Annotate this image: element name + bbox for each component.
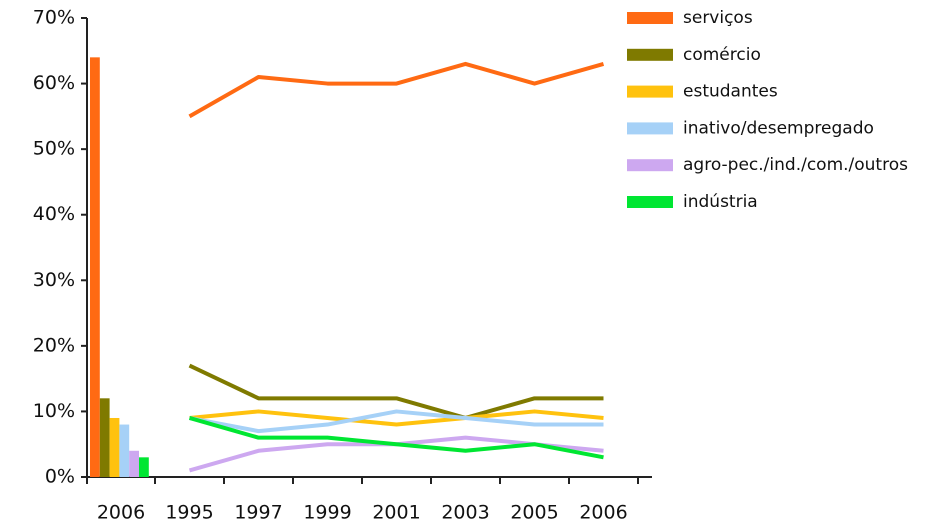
- legend-label: comércio: [683, 45, 761, 65]
- y-tick-label: 30%: [33, 269, 75, 291]
- line: [189, 409, 604, 434]
- x-tick-label: 2001: [372, 502, 420, 524]
- legend-swatch: [627, 196, 673, 208]
- bar: [90, 57, 100, 477]
- x-tick-label: 2003: [441, 502, 489, 524]
- x-tick-label: 2006: [579, 502, 627, 524]
- y-tick-label: 60%: [33, 72, 75, 94]
- legend-label: indústria: [683, 192, 758, 212]
- y-tick-label: 70%: [33, 7, 75, 29]
- line: [189, 409, 604, 427]
- bar: [139, 457, 149, 477]
- y-tick-label: 50%: [33, 138, 75, 160]
- bar: [119, 424, 130, 477]
- bar: [129, 450, 139, 477]
- line: [188, 416, 604, 460]
- legend-swatch: [627, 12, 673, 24]
- line: [188, 61, 605, 119]
- x-tick-label: 2005: [510, 502, 558, 524]
- legend-label: estudantes: [683, 82, 778, 102]
- legend-label: serviços: [683, 8, 753, 28]
- line: [188, 363, 604, 420]
- x-tick-label: 1995: [165, 502, 213, 524]
- legend-swatch: [627, 122, 673, 135]
- x-tick-label: 1997: [234, 502, 282, 524]
- legend-swatch: [627, 85, 673, 98]
- legend-label: inativo/desempregado: [683, 118, 874, 138]
- y-tick-label: 0%: [45, 466, 75, 488]
- bar: [109, 417, 120, 477]
- legend-swatch: [627, 48, 673, 61]
- legend-swatch: [627, 159, 673, 172]
- x-tick-label: 1999: [303, 502, 351, 524]
- legend-label: agro-pec./ind./com./outros: [683, 155, 908, 175]
- x-tick-label: 2006: [97, 502, 145, 524]
- y-tick-label: 20%: [33, 334, 75, 356]
- bar: [99, 398, 110, 477]
- y-tick-label: 10%: [33, 400, 75, 422]
- y-tick-label: 40%: [33, 203, 75, 225]
